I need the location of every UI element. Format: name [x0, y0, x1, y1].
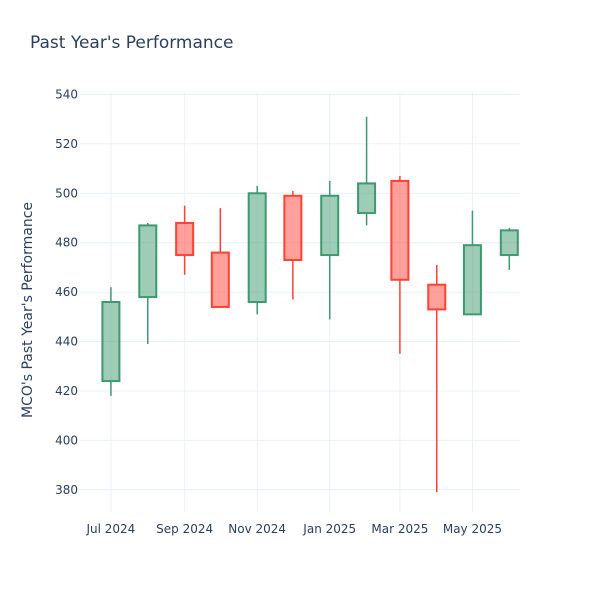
candle-decreasing [210, 208, 230, 308]
y-tick-label: 500 [55, 186, 78, 200]
y-tick-label: 520 [55, 137, 78, 151]
candle-body [138, 224, 158, 299]
grid-layer [80, 92, 520, 512]
candle-body [210, 251, 230, 308]
y-tick-label: 440 [55, 335, 78, 349]
candle-decreasing [390, 176, 410, 354]
chart-title: Past Year's Performance [30, 33, 234, 53]
candle-body [283, 194, 303, 261]
candle-body [427, 283, 447, 311]
candle-increasing [320, 180, 340, 320]
candle-increasing [138, 222, 158, 344]
candle-body [320, 194, 340, 257]
candle-body [101, 301, 121, 383]
y-tick-label: 460 [55, 285, 78, 299]
y-tick-label: 420 [55, 384, 78, 398]
y-axis-title: MCO's Past Year's Performance [20, 202, 36, 418]
candle-increasing [499, 227, 519, 270]
y-tick-label: 540 [55, 87, 78, 101]
candle-body [175, 221, 195, 257]
candle-layer [101, 116, 519, 493]
candle-body [357, 182, 377, 215]
candle-body [462, 244, 482, 316]
x-tick-label: Sep 2024 [156, 522, 213, 536]
candle-increasing [462, 210, 482, 316]
axis-layer: 380 400 420 440 460 480 500 520 540 Jul 2024 Sep 2… [55, 87, 502, 536]
y-tick-label: 400 [55, 433, 78, 447]
candle-increasing [247, 185, 267, 315]
x-tick-label: Jul 2024 [85, 522, 135, 536]
candle-body [247, 192, 267, 303]
candle-increasing [357, 116, 377, 226]
x-tick-label: Mar 2025 [371, 522, 428, 536]
candle-increasing [101, 287, 121, 396]
candle-decreasing [175, 205, 195, 275]
y-tick-label: 480 [55, 236, 78, 250]
x-tick-label: Jan 2025 [302, 522, 356, 536]
x-tick-label: May 2025 [443, 522, 502, 536]
candle-decreasing [427, 264, 447, 493]
x-tick-label: Nov 2024 [228, 522, 286, 536]
candle-body [499, 229, 519, 257]
y-tick-label: 380 [55, 483, 78, 497]
candle-body [390, 179, 410, 281]
candle-decreasing [283, 190, 303, 300]
